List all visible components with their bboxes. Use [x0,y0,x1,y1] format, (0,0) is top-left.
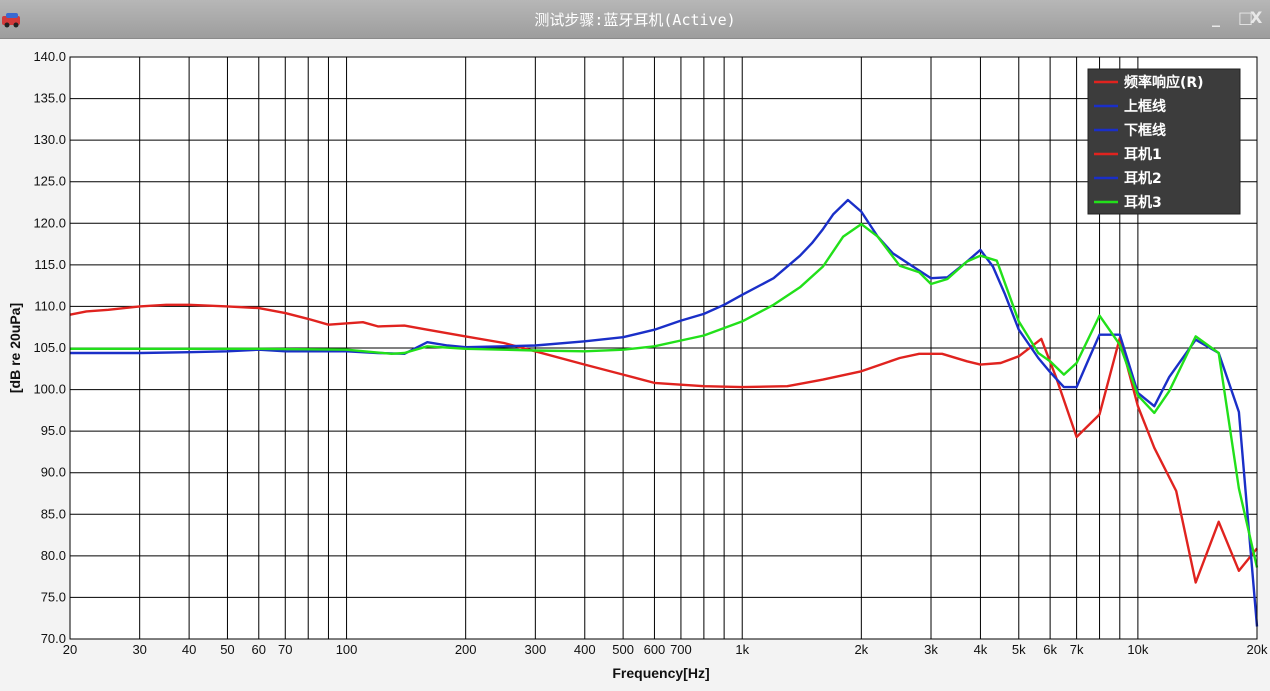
x-tick-label: 20k [1247,642,1268,657]
x-tick-label: 4k [974,642,988,657]
x-tick-label: 50 [220,642,234,657]
x-tick-label: 200 [455,642,477,657]
y-tick-label: 85.0 [41,506,66,521]
window-title: 测试步骤:蓝牙耳机(Active) [534,11,736,29]
x-tick-label: 500 [612,642,634,657]
x-tick-label: 700 [670,642,692,657]
y-tick-label: 90.0 [41,465,66,480]
app-icon[interactable] [2,10,28,28]
y-axis-title: [dB re 20uPa] [7,303,23,393]
y-tick-label: 115.0 [34,257,66,272]
legend-label: 耳机3 [1124,194,1162,211]
x-tick-label: 5k [1012,642,1026,657]
x-tick-label: 30 [132,642,146,657]
x-tick-labels: 20 30 40 50 60 70 100 200 300 400 500 600 700 1k 2k 3k 4… [63,642,1268,657]
y-tick-label: 140.0 [33,49,66,64]
y-tick-label: 70.0 [41,631,66,646]
legend-label: 耳机2 [1124,170,1162,187]
x-tick-label: 100 [336,642,358,657]
series-line-5 [70,222,1259,568]
series-layer [69,198,1259,627]
x-tick-label: 300 [524,642,546,657]
legend-label: 下框线 [1124,122,1166,139]
frequency-response-chart: 140.0 135.0 130.0 125.0 120.0 115.0 110.0 105.0… [7,49,1268,681]
x-tick-label: 70 [278,642,292,657]
y-tick-label: 95.0 [41,423,66,438]
y-tick-labels: 140.0 135.0 130.0 125.0 120.0 115.0 110.0 105.0… [33,49,66,646]
y-tick-label: 80.0 [41,548,66,563]
close-button[interactable]: X [1250,8,1263,27]
x-tick-label: 60 [252,642,266,657]
legend-label: 耳机1 [1124,146,1162,163]
title-bar[interactable]: 测试步骤:蓝牙耳机(Active) _ □ X [0,0,1270,39]
y-tick-label: 110.0 [34,298,66,313]
y-tick-label: 135.0 [33,91,66,106]
y-tick-label: 105.0 [33,340,66,355]
y-tick-label: 100.0 [33,382,66,397]
y-tick-label: 75.0 [41,589,66,604]
minimize-button[interactable]: _ [1212,8,1220,27]
x-tick-label: 1k [735,642,749,657]
x-tick-label: 10k [1127,642,1148,657]
y-tick-label: 125.0 [33,174,66,189]
y-tick-label: 130.0 [33,132,66,147]
x-tick-label: 6k [1043,642,1057,657]
legend-label: 上框线 [1124,98,1166,115]
plot-border [69,56,1258,640]
x-tick-label: 2k [854,642,868,657]
x-axis-title: Frequency[Hz] [612,665,709,681]
series-line-0 [69,303,1258,584]
y-tick-label: 120.0 [33,215,66,230]
x-tick-label: 20 [63,642,77,657]
x-tick-label: 40 [182,642,196,657]
maximize-button[interactable]: □ [1238,8,1254,27]
legend-label: 频率响应(R) [1124,74,1204,91]
x-tick-label: 400 [574,642,596,657]
x-tick-label: 7k [1070,642,1084,657]
x-tick-label: 3k [924,642,938,657]
grid-lines [69,56,1258,640]
x-tick-label: 600 [644,642,666,657]
legend-box [1087,68,1241,215]
